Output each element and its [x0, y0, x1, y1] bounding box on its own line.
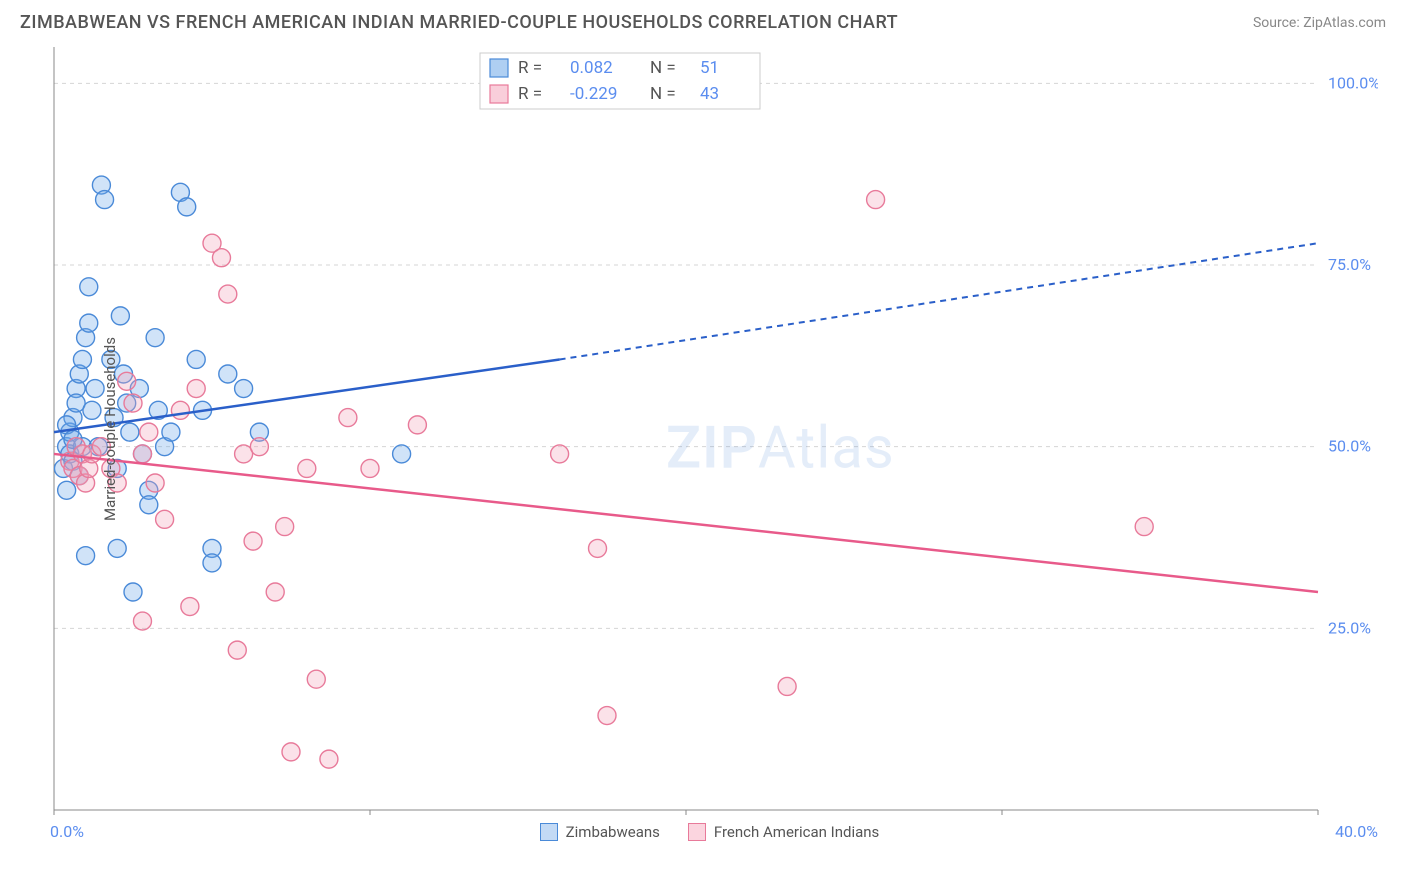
legend-item: French American Indians	[688, 823, 879, 841]
svg-text:0.082: 0.082	[570, 58, 613, 78]
source-attribution: Source: ZipAtlas.com	[1253, 15, 1386, 31]
svg-text:75.0%: 75.0%	[1328, 255, 1371, 274]
x-axis-min-label: 0.0%	[50, 822, 84, 841]
svg-text:N =: N =	[650, 84, 676, 104]
y-axis-label: Married-couple Households	[101, 337, 119, 521]
svg-text:N =: N =	[650, 58, 676, 78]
svg-text:43: 43	[700, 84, 719, 104]
x-axis-max-label: 40.0%	[1335, 822, 1378, 841]
bottom-legend: 0.0% ZimbabweansFrench American Indians …	[0, 816, 1406, 841]
svg-text:51: 51	[700, 58, 719, 78]
svg-text:ZIPAtlas: ZIPAtlas	[666, 414, 895, 482]
legend-swatch	[688, 823, 706, 841]
svg-text:-0.229: -0.229	[570, 84, 617, 104]
chart-title: ZIMBABWEAN VS FRENCH AMERICAN INDIAN MAR…	[20, 12, 898, 33]
legend-label: French American Indians	[714, 823, 879, 841]
svg-text:50.0%: 50.0%	[1328, 437, 1371, 456]
legend-label: Zimbabweans	[566, 823, 660, 841]
legend-item: Zimbabweans	[540, 823, 660, 841]
correlation-scatter-chart: 25.0% 50.0% 75.0% 100.0% ZIPAtlas R = 0.082 N =…	[50, 41, 1378, 816]
svg-text:100.0%: 100.0%	[1328, 73, 1378, 92]
svg-text:R =: R =	[518, 58, 542, 78]
svg-text:25.0%: 25.0%	[1328, 618, 1371, 637]
svg-text:R =: R =	[518, 84, 542, 104]
chart-container: Married-couple Households 25.0% 50.0% 75.0…	[50, 41, 1386, 816]
legend-swatch	[540, 823, 558, 841]
